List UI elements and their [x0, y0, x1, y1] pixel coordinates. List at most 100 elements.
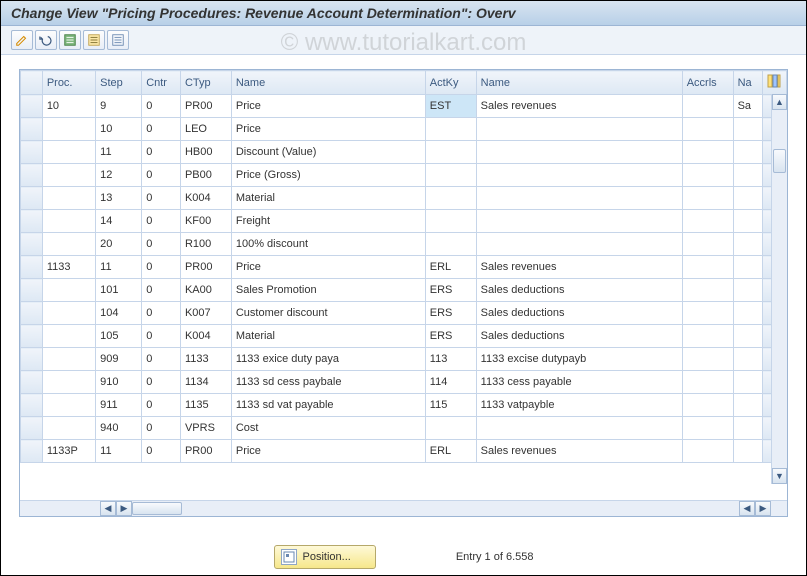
column-header-actky[interactable]: ActKy	[425, 71, 476, 95]
table-row[interactable]: 1010KA00Sales PromotionERSSales deductio…	[21, 279, 787, 302]
cell-name1[interactable]: Cost	[231, 417, 425, 440]
cell-accrls[interactable]	[682, 394, 733, 417]
cell-name1[interactable]: Sales Promotion	[231, 279, 425, 302]
cell-name2[interactable]	[476, 118, 682, 141]
cell-na[interactable]	[733, 394, 762, 417]
cell-actky[interactable]: 113	[425, 348, 476, 371]
cell-na[interactable]	[733, 164, 762, 187]
cell-step[interactable]: 104	[96, 302, 142, 325]
scroll-thumb-v[interactable]	[773, 149, 786, 173]
cell-cntr[interactable]: 0	[142, 325, 181, 348]
column-header-name2[interactable]: Name	[476, 71, 682, 95]
cell-ctyp[interactable]: PR00	[180, 256, 231, 279]
grid-table[interactable]: Proc.StepCntrCTypNameActKyNameAccrlsNa 1…	[20, 70, 787, 463]
cell-name1[interactable]: Price	[231, 440, 425, 463]
cell-step[interactable]: 11	[96, 141, 142, 164]
scroll-right-button-2[interactable]: ▶	[755, 501, 771, 516]
cell-proc[interactable]	[42, 325, 95, 348]
cell-name2[interactable]: Sales revenues	[476, 256, 682, 279]
cell-cntr[interactable]: 0	[142, 417, 181, 440]
cell-name1[interactable]: Freight	[231, 210, 425, 233]
cell-accrls[interactable]	[682, 371, 733, 394]
cell-cntr[interactable]: 0	[142, 302, 181, 325]
cell-step[interactable]: 14	[96, 210, 142, 233]
cell-accrls[interactable]	[682, 302, 733, 325]
cell-na[interactable]	[733, 118, 762, 141]
cell-na[interactable]: Sa	[733, 95, 762, 118]
cell-actky[interactable]	[425, 210, 476, 233]
cell-name1[interactable]: Discount (Value)	[231, 141, 425, 164]
row-selector[interactable]	[21, 164, 43, 187]
cell-accrls[interactable]	[682, 164, 733, 187]
row-selector[interactable]	[21, 141, 43, 164]
cell-actky[interactable]: ERL	[425, 440, 476, 463]
cell-ctyp[interactable]: R100	[180, 233, 231, 256]
row-selector[interactable]	[21, 118, 43, 141]
horizontal-scrollbar[interactable]: ◀ ▶ ◀ ▶	[20, 500, 787, 516]
undo-button[interactable]	[35, 30, 57, 50]
cell-ctyp[interactable]: 1134	[180, 371, 231, 394]
row-selector[interactable]	[21, 210, 43, 233]
cell-ctyp[interactable]: PR00	[180, 440, 231, 463]
cell-name2[interactable]: 1133 vatpayble	[476, 394, 682, 417]
cell-ctyp[interactable]: LEO	[180, 118, 231, 141]
cell-actky[interactable]	[425, 141, 476, 164]
cell-step[interactable]: 12	[96, 164, 142, 187]
cell-accrls[interactable]	[682, 417, 733, 440]
cell-proc[interactable]	[42, 141, 95, 164]
cell-accrls[interactable]	[682, 440, 733, 463]
deselect-all-button[interactable]	[83, 30, 105, 50]
cell-cntr[interactable]: 0	[142, 440, 181, 463]
column-header-proc[interactable]: Proc.	[42, 71, 95, 95]
cell-na[interactable]	[733, 141, 762, 164]
cell-step[interactable]: 105	[96, 325, 142, 348]
cell-ctyp[interactable]: K007	[180, 302, 231, 325]
cell-na[interactable]	[733, 187, 762, 210]
cell-cntr[interactable]: 0	[142, 141, 181, 164]
column-header-name1[interactable]: Name	[231, 71, 425, 95]
table-row[interactable]: 120PB00Price (Gross)	[21, 164, 787, 187]
cell-actky[interactable]: 115	[425, 394, 476, 417]
cell-proc[interactable]	[42, 417, 95, 440]
cell-step[interactable]: 940	[96, 417, 142, 440]
scroll-up-button[interactable]: ▲	[772, 94, 787, 110]
cell-accrls[interactable]	[682, 233, 733, 256]
cell-name1[interactable]: Material	[231, 325, 425, 348]
cell-proc[interactable]	[42, 394, 95, 417]
scroll-thumb-h1[interactable]	[132, 502, 182, 515]
row-selector[interactable]	[21, 187, 43, 210]
scroll-left-button[interactable]: ◀	[100, 501, 116, 516]
cell-name2[interactable]	[476, 210, 682, 233]
cell-name1[interactable]: 100% discount	[231, 233, 425, 256]
cell-ctyp[interactable]: K004	[180, 187, 231, 210]
cell-accrls[interactable]	[682, 279, 733, 302]
cell-name2[interactable]: 1133 excise dutypayb	[476, 348, 682, 371]
cell-name2[interactable]	[476, 141, 682, 164]
column-header-step[interactable]: Step	[96, 71, 142, 95]
row-selector[interactable]	[21, 256, 43, 279]
cell-accrls[interactable]	[682, 256, 733, 279]
cell-accrls[interactable]	[682, 95, 733, 118]
cell-name1[interactable]: Price	[231, 95, 425, 118]
cell-proc[interactable]: 1133	[42, 256, 95, 279]
cell-actky[interactable]: EST	[425, 95, 476, 118]
cell-ctyp[interactable]: K004	[180, 325, 231, 348]
cell-proc[interactable]	[42, 302, 95, 325]
details-button[interactable]	[107, 30, 129, 50]
cell-actky[interactable]: ERS	[425, 279, 476, 302]
cell-na[interactable]	[733, 348, 762, 371]
cell-cntr[interactable]: 0	[142, 256, 181, 279]
cell-ctyp[interactable]: PB00	[180, 164, 231, 187]
cell-name2[interactable]: Sales deductions	[476, 279, 682, 302]
cell-name2[interactable]: Sales revenues	[476, 440, 682, 463]
cell-accrls[interactable]	[682, 210, 733, 233]
table-row[interactable]: 1090PR00PriceESTSales revenuesSa	[21, 95, 787, 118]
cell-ctyp[interactable]: KF00	[180, 210, 231, 233]
row-selector[interactable]	[21, 417, 43, 440]
cell-proc[interactable]	[42, 371, 95, 394]
scroll-down-button[interactable]: ▼	[772, 468, 787, 484]
cell-cntr[interactable]: 0	[142, 394, 181, 417]
cell-step[interactable]: 101	[96, 279, 142, 302]
cell-ctyp[interactable]: PR00	[180, 95, 231, 118]
cell-step[interactable]: 9	[96, 95, 142, 118]
